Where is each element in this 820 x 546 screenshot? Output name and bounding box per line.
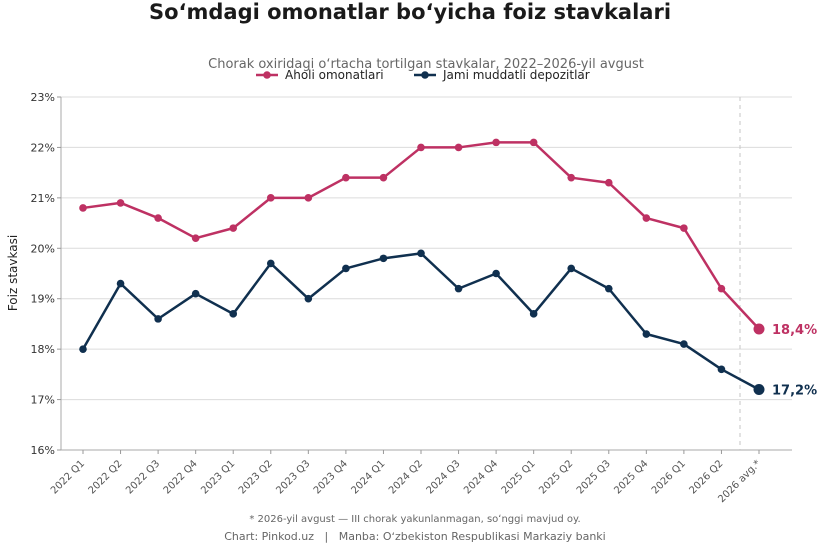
data-point: [642, 214, 651, 222]
x-tick-label: 2023 Q1: [199, 458, 237, 496]
y-tick-label: 21%: [31, 192, 55, 205]
data-point: [642, 330, 651, 338]
data-point: [529, 310, 538, 318]
x-tick-label: 2026 Q1: [650, 458, 688, 496]
end-value-label: 17,2%: [772, 383, 817, 398]
data-point: [191, 289, 200, 298]
data-point: [379, 254, 388, 263]
x-tick-label: 2023 Q2: [237, 458, 275, 496]
x-tick-label: 2025 Q2: [537, 458, 575, 496]
series-1: 18,4%: [79, 138, 817, 338]
data-point: [604, 178, 613, 187]
data-point: [717, 284, 726, 293]
data-point: [266, 259, 275, 268]
footnote: * 2026-yil avgust — III chorak yakunlanm…: [249, 514, 581, 525]
y-tick-label: 18%: [31, 343, 55, 356]
data-point: [304, 294, 313, 303]
legend-swatch-marker: [421, 71, 429, 79]
end-value-label: 18,4%: [772, 323, 817, 338]
data-point: [79, 345, 87, 353]
x-tick-label: 2022 Q2: [87, 458, 125, 496]
y-tick-label: 22%: [31, 141, 55, 154]
y-axis-ticks: 16% 17% 18% 19% 20% 21% 22% 23%: [31, 91, 61, 457]
chart-title: Soʻmdagi omonatlar boʻyicha foiz stavkal…: [148, 0, 672, 24]
series-line: [81, 252, 760, 391]
data-point: [753, 383, 765, 395]
data-point: [229, 224, 238, 232]
x-axis-ticks: 2022 Q1 2022 Q2 2022 Q3 2022 Q4 2023 Q1 2023 …: [49, 450, 763, 505]
source-line: Chart: Pinkod.uz | Manba: Oʻzbekiston Re…: [224, 530, 606, 543]
legend-label: Aholi omonatlari: [285, 68, 384, 82]
data-point: [266, 194, 275, 202]
x-tick-label: 2023 Q3: [274, 458, 312, 496]
axes: [60, 97, 792, 451]
data-point: [454, 284, 463, 293]
legend-label: Jami muddatli depozitlar: [442, 68, 590, 82]
data-point: [229, 310, 238, 318]
series-layer: 18,4% 17,2%: [79, 138, 817, 398]
x-tick-label: 2025 Q4: [612, 458, 650, 496]
legend-item: Aholi omonatlari: [256, 68, 384, 82]
data-point: [154, 214, 162, 222]
data-point: [304, 194, 313, 202]
grid-lines: [61, 96, 792, 451]
data-point: [604, 284, 613, 293]
legend: Aholi omonatlari Jami muddatli depozitlar: [256, 68, 590, 82]
x-tick-label: 2024 Q3: [425, 458, 463, 496]
data-point: [191, 234, 200, 242]
data-point: [529, 138, 538, 147]
x-tick-label: 2022 Q4: [162, 458, 200, 496]
data-point: [417, 143, 425, 152]
data-point: [492, 138, 500, 147]
data-point: [116, 279, 125, 288]
data-point: [79, 204, 87, 212]
y-tick-label: 23%: [31, 91, 55, 104]
data-point: [116, 199, 125, 207]
series-2: 17,2%: [79, 249, 817, 398]
x-tick-label: 2024 Q2: [387, 458, 425, 496]
data-point: [567, 173, 576, 182]
data-point: [454, 143, 463, 152]
x-tick-label: 2024 Q1: [349, 458, 387, 496]
x-tick-label: 2022 Q1: [49, 458, 87, 496]
data-point: [753, 323, 765, 335]
x-tick-label: 2026 Q2: [687, 458, 725, 496]
data-point: [717, 365, 726, 374]
y-axis-label: Foiz stavkasi: [6, 235, 20, 311]
data-point: [342, 264, 350, 273]
x-tick-label: 2025 Q3: [575, 458, 613, 496]
data-point: [680, 224, 688, 232]
data-point: [680, 340, 688, 348]
data-point: [567, 264, 576, 273]
data-point: [342, 173, 350, 182]
legend-item: Jami muddatli depozitlar: [414, 68, 590, 82]
data-point: [154, 315, 162, 323]
chart-subtitle: Chorak oxiridagi oʻrtacha tortilgan stav…: [208, 57, 644, 72]
y-tick-label: 20%: [31, 242, 55, 255]
y-tick-label: 19%: [31, 293, 55, 306]
x-tick-label: 2025 Q1: [500, 458, 538, 496]
y-tick-label: 16%: [31, 444, 55, 457]
x-tick-label: 2023 Q4: [312, 458, 350, 496]
data-point: [379, 173, 388, 182]
x-tick-label: 2022 Q3: [124, 458, 162, 496]
legend-swatch-marker: [263, 71, 271, 79]
x-tick-label: 2024 Q4: [462, 458, 500, 496]
data-point: [417, 249, 425, 258]
y-tick-label: 17%: [31, 394, 55, 407]
data-point: [492, 269, 500, 278]
